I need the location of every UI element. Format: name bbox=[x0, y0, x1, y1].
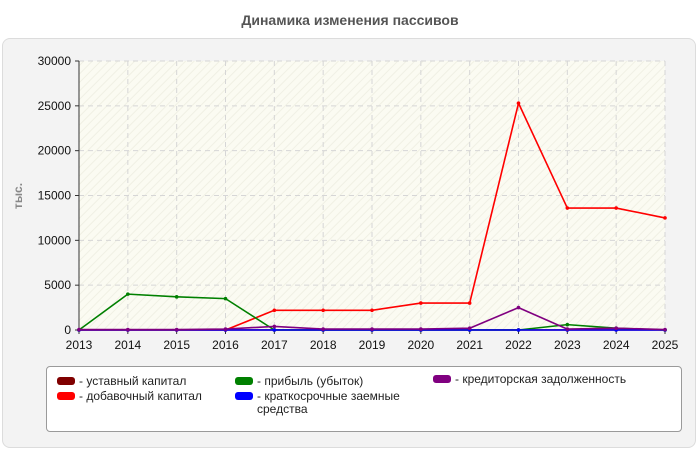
data-point bbox=[516, 101, 521, 105]
data-point bbox=[467, 301, 472, 305]
data-point bbox=[272, 328, 277, 332]
series-lines bbox=[77, 101, 667, 332]
legend-label: - прибыль (убыток) bbox=[257, 374, 364, 388]
legend-swatch bbox=[235, 377, 253, 385]
data-point bbox=[174, 295, 179, 299]
x-tick-label: 2015 bbox=[163, 338, 190, 352]
legend-swatch bbox=[57, 392, 75, 400]
x-tick-label: 2020 bbox=[407, 338, 434, 352]
x-tick-label: 2013 bbox=[66, 338, 93, 352]
legend-label: - уставный капитал bbox=[79, 374, 187, 388]
y-tick-label: 20000 bbox=[38, 144, 72, 158]
data-point bbox=[663, 216, 667, 220]
x-tick-label: 2024 bbox=[603, 338, 630, 352]
data-point bbox=[565, 327, 570, 331]
y-tick-label: 25000 bbox=[38, 99, 72, 113]
legend-item: - кредиторская задолженность bbox=[433, 373, 673, 386]
x-tick-label: 2023 bbox=[554, 338, 581, 352]
x-tick-label: 2021 bbox=[456, 338, 483, 352]
y-tick-label: 30000 bbox=[38, 54, 72, 68]
legend-label: - добавочный капитал bbox=[79, 389, 202, 403]
data-point bbox=[516, 305, 521, 310]
x-tick-label: 2022 bbox=[505, 338, 532, 352]
legend-label: - кредиторская задолженность bbox=[455, 372, 627, 386]
data-point bbox=[419, 301, 423, 305]
data-point bbox=[321, 327, 325, 331]
data-point bbox=[419, 327, 423, 331]
y-tick-label: 5000 bbox=[44, 278, 71, 292]
legend-item: - уставный капитал bbox=[57, 375, 237, 388]
x-tick-label: 2016 bbox=[212, 338, 239, 352]
data-point bbox=[321, 308, 325, 313]
legend-swatch bbox=[433, 375, 451, 383]
data-point bbox=[614, 326, 618, 331]
data-point bbox=[663, 327, 667, 332]
data-point bbox=[272, 324, 277, 329]
legend-swatch bbox=[57, 377, 75, 385]
chart-title: Динамика изменения пассивов bbox=[241, 12, 459, 28]
legend-swatch bbox=[235, 392, 253, 400]
x-tick-label: 2018 bbox=[310, 338, 337, 352]
y-tick-label: 10000 bbox=[38, 233, 72, 247]
data-point bbox=[565, 322, 570, 327]
data-point bbox=[174, 327, 179, 332]
data-point bbox=[223, 327, 228, 331]
legend-item: - прибыль (убыток) bbox=[235, 375, 425, 388]
y-tick-label: 0 bbox=[64, 323, 71, 337]
x-tick-label: 2019 bbox=[359, 338, 386, 352]
data-point bbox=[516, 328, 521, 332]
x-tick-label: 2014 bbox=[114, 338, 141, 352]
legend-item: - краткосрочные заемные средства bbox=[235, 390, 425, 416]
data-point bbox=[565, 206, 570, 210]
x-tick-label: 2025 bbox=[652, 338, 679, 352]
data-point bbox=[126, 327, 130, 332]
y-axis-label: тыс. bbox=[11, 183, 25, 209]
data-point bbox=[272, 308, 277, 313]
x-tick-label: 2017 bbox=[261, 338, 288, 352]
legend-label: - краткосрочные заемные средства bbox=[257, 389, 400, 416]
data-point bbox=[77, 327, 81, 332]
data-point bbox=[370, 327, 374, 331]
data-point bbox=[467, 326, 472, 331]
legend: - уставный капитал - добавочный капитал … bbox=[46, 366, 682, 432]
tick-labels: 0 5000 10000 15000 20000 25000 30000 2013 2014 20… bbox=[38, 54, 679, 352]
y-tick-label: 15000 bbox=[38, 189, 72, 203]
data-point bbox=[223, 296, 228, 301]
legend-item: - добавочный капитал bbox=[57, 390, 237, 403]
data-point bbox=[126, 292, 130, 296]
data-point bbox=[370, 308, 374, 313]
grid-lines bbox=[79, 60, 666, 330]
data-point bbox=[614, 206, 618, 210]
